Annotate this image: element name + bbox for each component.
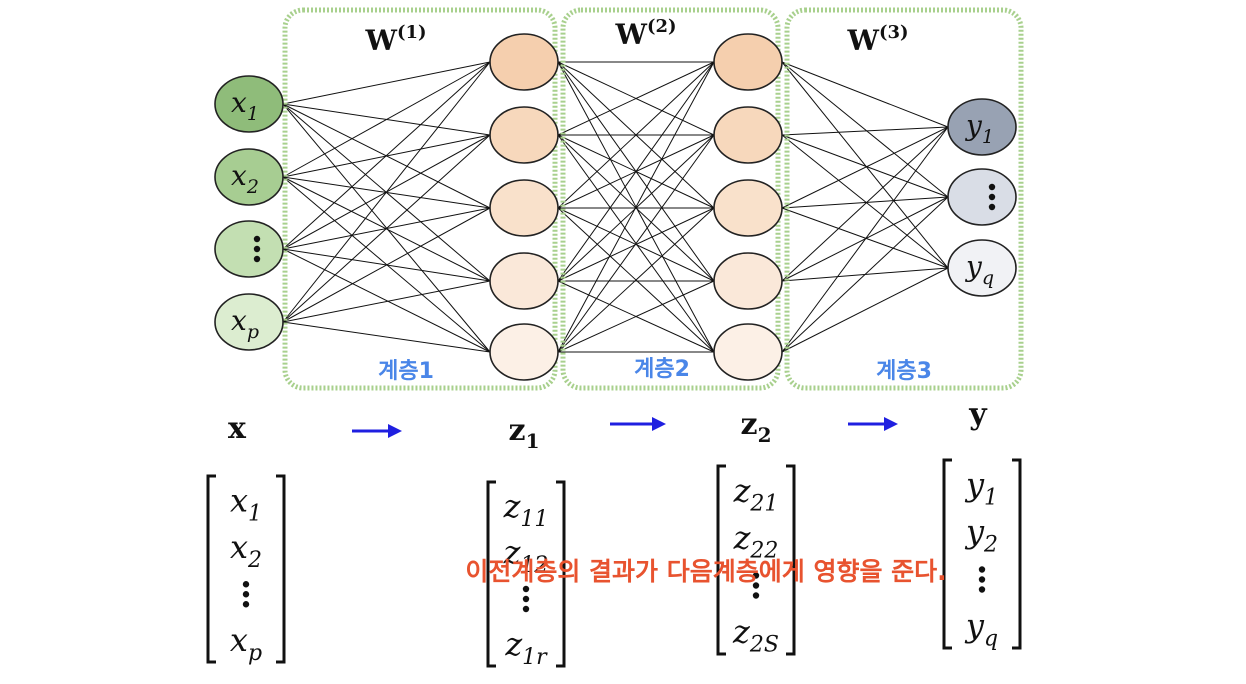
arrow-3 bbox=[848, 417, 898, 431]
edge bbox=[557, 207, 715, 353]
arrow-2 bbox=[610, 417, 666, 431]
hidden-node-2 bbox=[713, 33, 783, 91]
vector-name-3: z2 bbox=[741, 407, 772, 447]
edge bbox=[557, 134, 715, 353]
vector-entry: z12 bbox=[503, 533, 549, 578]
edge bbox=[282, 280, 491, 323]
hidden-node-2 bbox=[713, 252, 783, 310]
edge bbox=[282, 61, 491, 178]
weight-label-3: W(3) bbox=[846, 22, 908, 57]
layer-box-2 bbox=[560, 7, 781, 391]
edge bbox=[557, 207, 715, 282]
vector-name-1: x bbox=[228, 411, 247, 446]
edge bbox=[282, 134, 491, 323]
edge bbox=[282, 321, 491, 353]
layer-box-3 bbox=[784, 7, 1024, 391]
edge bbox=[282, 207, 491, 323]
edge bbox=[557, 61, 715, 136]
output-node-label: y1 bbox=[964, 109, 994, 148]
output-node bbox=[947, 239, 1017, 297]
vector-entry: z2S bbox=[732, 613, 779, 658]
edge bbox=[781, 126, 949, 136]
hidden-node-1 bbox=[489, 33, 559, 91]
input-dots bbox=[253, 235, 261, 263]
input-node bbox=[214, 75, 284, 133]
vector-entry: y2 bbox=[964, 513, 998, 558]
vector-entry: z22 bbox=[733, 519, 779, 564]
hidden-node-1 bbox=[489, 179, 559, 237]
output-dots bbox=[988, 183, 996, 211]
edge bbox=[781, 134, 949, 269]
edge bbox=[781, 126, 949, 353]
edge bbox=[781, 126, 949, 282]
hidden-node-2 bbox=[713, 323, 783, 381]
edge bbox=[781, 207, 949, 269]
vector-dots bbox=[978, 566, 986, 593]
output-node bbox=[947, 98, 1017, 156]
input-node bbox=[214, 148, 284, 206]
output-node bbox=[947, 168, 1017, 226]
vector-entry: x2 bbox=[230, 528, 262, 573]
layer-label-1: 계층1 bbox=[378, 359, 434, 384]
edge bbox=[781, 267, 949, 353]
edge bbox=[781, 134, 949, 198]
edge bbox=[781, 61, 949, 269]
network-nodes: x1 x2 xp y1 yq bbox=[214, 33, 1017, 381]
vector-dots bbox=[522, 585, 530, 613]
vector-entry: y1 bbox=[964, 466, 998, 511]
vector-dots bbox=[752, 572, 760, 599]
arrow-1 bbox=[352, 424, 402, 438]
vector-dots bbox=[242, 581, 250, 608]
diagram-labels: W(1) W(2) W(3) 계층1 계층2 계층3 x z1 z2 y bbox=[228, 16, 988, 453]
edge bbox=[781, 61, 949, 198]
output-node-label: yq bbox=[964, 250, 994, 289]
edge bbox=[781, 196, 949, 353]
vector-entry: z21 bbox=[733, 472, 779, 517]
vector-name-2: z1 bbox=[509, 413, 540, 453]
input-node-label: x2 bbox=[231, 159, 259, 198]
hidden-node-2 bbox=[713, 179, 783, 237]
vector-entry: x1 bbox=[230, 481, 262, 526]
vector-entry: yq bbox=[964, 607, 998, 652]
vector-entry: xp bbox=[230, 621, 262, 666]
edge bbox=[557, 61, 715, 282]
vector-name-4: y bbox=[968, 397, 988, 432]
hidden-node-2 bbox=[713, 106, 783, 164]
layer-label-2: 계층2 bbox=[634, 357, 690, 382]
edge bbox=[781, 61, 949, 128]
input-node bbox=[214, 293, 284, 351]
edge bbox=[282, 248, 491, 353]
edge bbox=[557, 61, 715, 209]
vector-entry: z1r bbox=[504, 625, 548, 670]
edge bbox=[282, 61, 491, 250]
overlay-caption: 이전계층의 결과가 다음계층에게 영향을 준다. bbox=[465, 557, 946, 586]
input-node-label: xp bbox=[231, 304, 259, 343]
hidden-node-1 bbox=[489, 106, 559, 164]
edge bbox=[282, 61, 491, 323]
weight-label-1: W(1) bbox=[364, 22, 426, 57]
input-node bbox=[214, 220, 284, 278]
input-node-label: x1 bbox=[231, 86, 259, 125]
edge bbox=[557, 280, 715, 353]
hidden-node-1 bbox=[489, 252, 559, 310]
edge bbox=[781, 196, 949, 209]
weight-label-2: W(2) bbox=[614, 16, 676, 51]
edge bbox=[781, 126, 949, 209]
edge bbox=[557, 61, 715, 353]
connection-edges bbox=[282, 61, 949, 353]
edge bbox=[282, 61, 491, 105]
layer-label-3: 계층3 bbox=[876, 359, 932, 384]
hidden-node-1 bbox=[489, 323, 559, 381]
vector-entry: z11 bbox=[503, 487, 549, 532]
